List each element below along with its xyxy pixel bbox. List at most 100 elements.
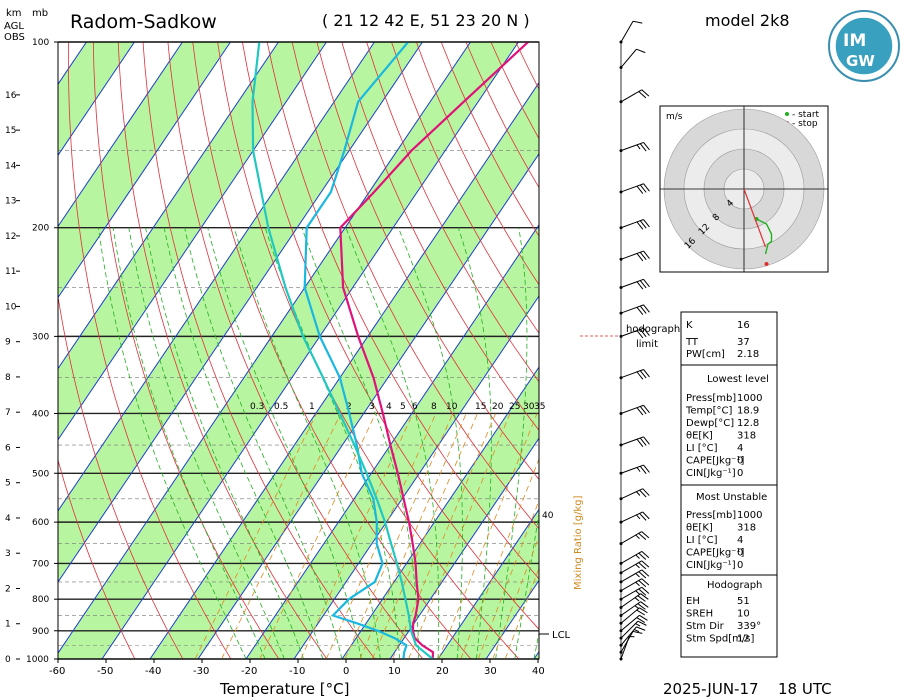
k-label: K [686, 320, 693, 331]
wind-barb-26 [620, 141, 650, 152]
mixing-label-15: 40 [542, 511, 554, 521]
moist-adiabat--4 [163, 227, 324, 659]
mixing-line-0.5 [221, 413, 342, 659]
time-label: 18 UTC [778, 680, 832, 698]
most-unstable-rows: Press[mb] 1000 θE[K] 318 LI [°C] 4 CAPE[Jkg⁻¹]… [686, 510, 762, 571]
mixing-label-3: 2 [346, 402, 352, 412]
wind-barb-9 [620, 578, 650, 592]
km-label-3: 3 [5, 549, 11, 559]
isotherm--80 [58, 42, 375, 512]
hodo-ring-label-1: 8 [711, 212, 722, 223]
indices-panel: K 16 TT 37 PW[cm] 2.18 Lowest level Pres… [680, 311, 778, 658]
storm-motion-vector [743, 188, 767, 248]
mixing-line-3 [325, 413, 437, 659]
lowest-level-value-3: 318 [737, 431, 756, 442]
x-label--60: -60 [49, 666, 65, 677]
obs-label: OBS [4, 32, 25, 43]
isotherm-10 [389, 437, 539, 659]
x-label--50: -50 [97, 666, 113, 677]
dry-adiabat-260 [92, 42, 280, 659]
dry-adiabat-230 [58, 458, 136, 659]
isotherm--110 [58, 42, 231, 299]
hodograph-box-title: Hodograph [707, 580, 762, 591]
hodo-ring-label-0: 4 [725, 198, 736, 209]
p-label-900: 900 [32, 627, 49, 637]
hodograph-param-label-3: Stm Spd[m/s] [686, 634, 754, 645]
wind-barb-13 [620, 531, 650, 545]
hodo-trace [756, 218, 773, 255]
moist-adiabat--12 [128, 227, 285, 659]
wind-barb-16 [620, 464, 650, 474]
profile-line-2 [251, 42, 434, 659]
moist-adiabat--8 [145, 227, 304, 659]
mixing-line-30 [492, 535, 539, 659]
hodo-stop-point [764, 262, 769, 266]
mixing-label-12: 25 [509, 402, 520, 412]
mixing-line-6 [371, 413, 478, 659]
x-label-30: 30 [484, 666, 497, 677]
lowest-level-label-3: θE[K] [686, 431, 713, 442]
dry-adiabat-240 [58, 294, 184, 659]
moist-adiabat-24 [398, 227, 463, 659]
moist-adiabat-4 [207, 227, 362, 659]
moist-adiabat-8 [233, 227, 381, 659]
lowest-level-value-6: 0 [737, 468, 743, 479]
most-unstable-label-2: LI [°C] [686, 535, 718, 546]
band--60 [58, 42, 519, 659]
km-label-5: 5 [5, 479, 11, 489]
km-label-13: 13 [5, 197, 16, 207]
p-label-500: 500 [32, 469, 49, 479]
mixing-label-11: 20 [492, 402, 504, 412]
km-label-2: 2 [5, 584, 11, 594]
isotherm--60 [58, 42, 471, 654]
tt-label: TT [685, 337, 699, 348]
wind-barb-6 [620, 601, 649, 616]
km-label-9: 9 [5, 338, 11, 348]
wind-barb-20 [620, 327, 650, 339]
mixing-ratio-labels: 0.3 0.5 1 2 3 4 5 6 8 10 15 20 25 30 35 40 [250, 402, 554, 521]
logo-text-gw: GW [846, 52, 875, 70]
dry-adiabat-250 [67, 42, 232, 659]
wind-barb-29 [620, 20, 643, 43]
imgw-logo: IM GW [828, 10, 900, 82]
wind-barb-17 [620, 436, 650, 447]
isobars [58, 41, 539, 660]
most-unstable-label-1: θE[K] [686, 523, 713, 534]
most-unstable-label-0: Press[mb] [686, 510, 736, 521]
profile-line-1 [303, 42, 409, 659]
agl-label: AGL [4, 21, 24, 32]
km-label-6: 6 [5, 443, 11, 453]
km-label-0: 0 [5, 655, 11, 665]
lowest-level-value-0: 1000 [737, 393, 762, 404]
lowest-level-value-4: 4 [737, 443, 743, 454]
mixing-label-4: 3 [369, 402, 375, 412]
wind-barb-25 [620, 183, 650, 194]
wind-barb-21 [620, 304, 650, 315]
hodograph-unit: m/s [666, 112, 683, 122]
isotherm-0 [341, 366, 539, 659]
x-axis-title: Temperature [°C] [219, 680, 349, 698]
pw-label: PW[cm] [686, 349, 725, 360]
moist-adiabat--20 [98, 227, 247, 659]
wind-barb-7 [620, 593, 649, 608]
km-label-4: 4 [5, 514, 11, 524]
legend-start-dot [785, 112, 789, 116]
moist-adiabat-36 [514, 511, 539, 659]
wind-barb-5 [620, 607, 648, 624]
p-label-200: 200 [32, 224, 49, 234]
km-label-11: 11 [5, 267, 16, 277]
wind-barb-15 [620, 488, 650, 500]
most-unstable-value-2: 4 [737, 535, 743, 546]
x-label--10: -10 [289, 666, 305, 677]
wind-barb-2 [620, 626, 646, 646]
km-label-8: 8 [5, 373, 11, 383]
dry-adiabat-340 [291, 42, 539, 530]
mixing-label-13: 30 [523, 402, 535, 412]
lowest-level-label-0: Press[mb] [686, 393, 736, 404]
hodograph-limit-label-2: limit [636, 339, 658, 350]
wind-barb-23 [620, 250, 650, 262]
station-coords: ( 21 12 42 E, 51 23 20 N ) [322, 11, 530, 30]
moist-adiabat-0 [184, 227, 343, 659]
